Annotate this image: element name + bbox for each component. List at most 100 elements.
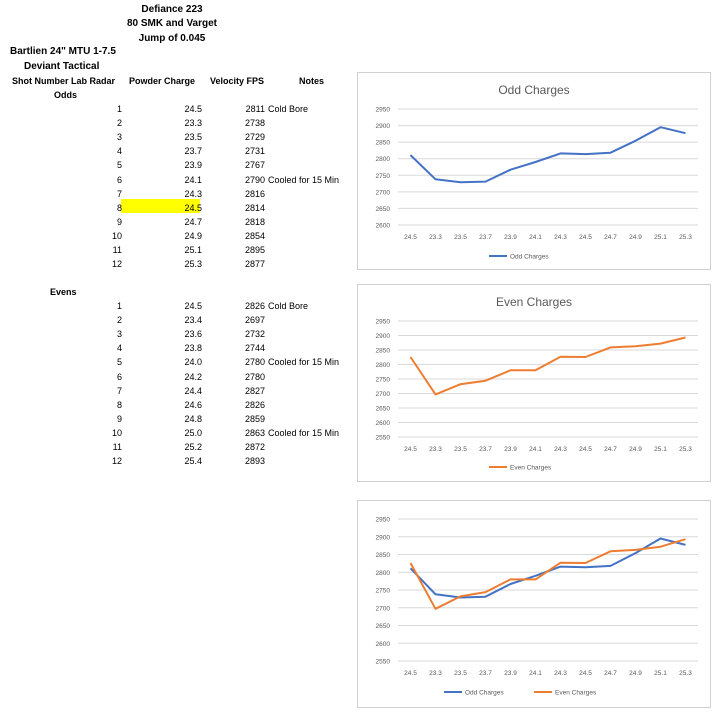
velocity-cell: 2811: [245, 104, 265, 114]
y-tick-label: 2850: [376, 140, 391, 147]
shot-number-cell: 3: [116, 329, 122, 340]
x-tick-label: 23.3: [429, 670, 442, 677]
powder-charge-cell: 24.9: [184, 230, 202, 241]
x-tick-label: 23.3: [429, 446, 442, 453]
highlighted-cell: [121, 199, 200, 213]
col-header-powder: Powder Charge: [129, 76, 196, 86]
velocity-cell: 2859: [244, 413, 265, 424]
y-tick-label: 2750: [376, 173, 391, 180]
combined-charges-svg: 2950 2900 2850 2800 2750 2700 2650 2600 2550 24.5…: [376, 517, 698, 697]
shot-number-cell: 7: [116, 385, 122, 396]
shot-number-cell: 5: [116, 357, 122, 368]
powder-charge-cell: 24.0: [184, 357, 202, 368]
y-tick-label: 2800: [376, 570, 391, 577]
powder-charge-cell: 25.4: [184, 456, 202, 467]
x-tick-label: 24.9: [629, 446, 642, 453]
shot-number-cell: 4: [116, 343, 122, 354]
series-line: [409, 336, 686, 396]
odd-charges-chart: Odd Charges 2950 2900 2850 2800 2750 2700 2650 2…: [357, 72, 711, 270]
title-line-3: Jump of 0.045: [138, 33, 206, 44]
series-line: [409, 126, 686, 184]
notes-cell: Cooled for 15 Min: [268, 427, 340, 438]
shot-number-cell: 2: [116, 118, 122, 129]
shot-number-cell: 9: [116, 216, 122, 227]
shot-number-cell: 2: [116, 315, 122, 326]
x-tick-label: 25.1: [654, 234, 667, 241]
x-tick-label: 24.5: [579, 670, 592, 677]
x-tick-label: 24.1: [529, 446, 542, 453]
powder-charge-cell: 24.5: [184, 202, 202, 213]
velocity-cell: 2780: [244, 371, 265, 382]
y-tick-label: 2600: [376, 420, 391, 427]
velocity-cell: 2767: [244, 160, 265, 171]
powder-charge-cell: 23.9: [184, 160, 202, 171]
velocity-cell: 2893: [244, 456, 265, 467]
even-charges-svg: Even Charges 2950 2900 2850 2800 2750 2700 2650…: [376, 295, 698, 472]
y-tick-label: 2750: [376, 377, 391, 384]
rifle-label: Bartlien 24" MTU 1-7.5: [10, 46, 116, 57]
shot-number-cell: 12: [111, 259, 122, 270]
x-tick-label: 24.9: [629, 234, 642, 241]
x-tick-label: 24.9: [629, 670, 642, 677]
shot-number-cell: 8: [116, 399, 122, 410]
shot-number-cell: 10: [111, 427, 122, 438]
velocity-cell: 2854: [244, 230, 265, 241]
y-tick-label: 2950: [376, 319, 391, 326]
y-tick-label: 2700: [376, 391, 391, 398]
x-tick-label: 23.7: [479, 670, 492, 677]
x-tick-label: 24.1: [529, 234, 542, 241]
x-tick-label: 25.3: [679, 446, 692, 453]
col-header-shot: Shot Number Lab Radar: [12, 76, 116, 86]
x-tick-label: 24.5: [404, 446, 417, 453]
powder-charge-cell: 24.8: [184, 413, 202, 424]
velocity-cell: 2826: [244, 399, 265, 410]
powder-charge-cell: 23.5: [184, 132, 202, 143]
y-tick-label: 2850: [376, 348, 391, 355]
even-charges-chart: Even Charges 2950 2900 2850 2800 2750 2700 2650…: [357, 284, 711, 482]
x-tick-label: 23.7: [479, 234, 492, 241]
scope-label: Deviant Tactical: [24, 61, 100, 72]
velocity-cell: 2732: [244, 329, 265, 340]
powder-charge-cell: 24.7: [184, 216, 202, 227]
x-tick-label: 23.3: [429, 234, 442, 241]
x-tick-label: 24.7: [604, 234, 617, 241]
powder-charge-cell: 25.0: [184, 427, 202, 438]
velocity-cell: 2877: [244, 259, 265, 270]
y-tick-label: 2550: [376, 435, 391, 442]
shot-number-cell: 1: [116, 301, 122, 311]
powder-charge-cell: 23.4: [184, 315, 202, 326]
velocity-cell: 2780: [244, 357, 265, 368]
y-tick-label: 2700: [376, 605, 391, 612]
powder-charge-cell: 23.6: [184, 329, 202, 340]
powder-charge-cell: 24.5: [184, 104, 202, 114]
x-tick-label: 23.9: [504, 446, 517, 453]
velocity-cell: 2827: [244, 385, 265, 396]
y-tick-label: 2600: [376, 641, 391, 648]
powder-charge-cell: 24.6: [184, 399, 202, 410]
y-tick-label: 2700: [376, 189, 391, 196]
shot-number-cell: 12: [111, 456, 122, 467]
velocity-cell: 2814: [244, 202, 265, 213]
velocity-cell: 2816: [244, 188, 265, 199]
x-tick-label: 23.9: [504, 234, 517, 241]
shot-number-cell: 6: [116, 174, 122, 185]
notes-cell: Cold Bore: [268, 104, 309, 114]
powder-charge-cell: 24.4: [184, 385, 202, 396]
x-tick-label: 24.3: [554, 234, 567, 241]
y-tick-label: 2850: [376, 552, 391, 559]
powder-charge-cell: 23.8: [184, 343, 202, 354]
velocity-cell: 2872: [244, 442, 265, 452]
x-tick-label: 24.5: [579, 446, 592, 453]
shot-number-cell: 8: [116, 202, 122, 213]
x-tick-label: 24.5: [404, 670, 417, 677]
powder-charge-cell: 24.2: [184, 371, 202, 382]
y-tick-label: 2900: [376, 333, 391, 340]
powder-charge-cell: 23.7: [184, 146, 202, 157]
series-line: [409, 537, 686, 599]
y-tick-label: 2900: [376, 123, 391, 130]
col-header-velocity: Velocity FPS: [210, 76, 265, 86]
velocity-cell: 2731: [244, 146, 265, 157]
shot-number-cell: 7: [116, 188, 122, 199]
title-line-2: 80 SMK and Varget: [126, 18, 218, 29]
y-tick-label: 2950: [376, 517, 391, 524]
